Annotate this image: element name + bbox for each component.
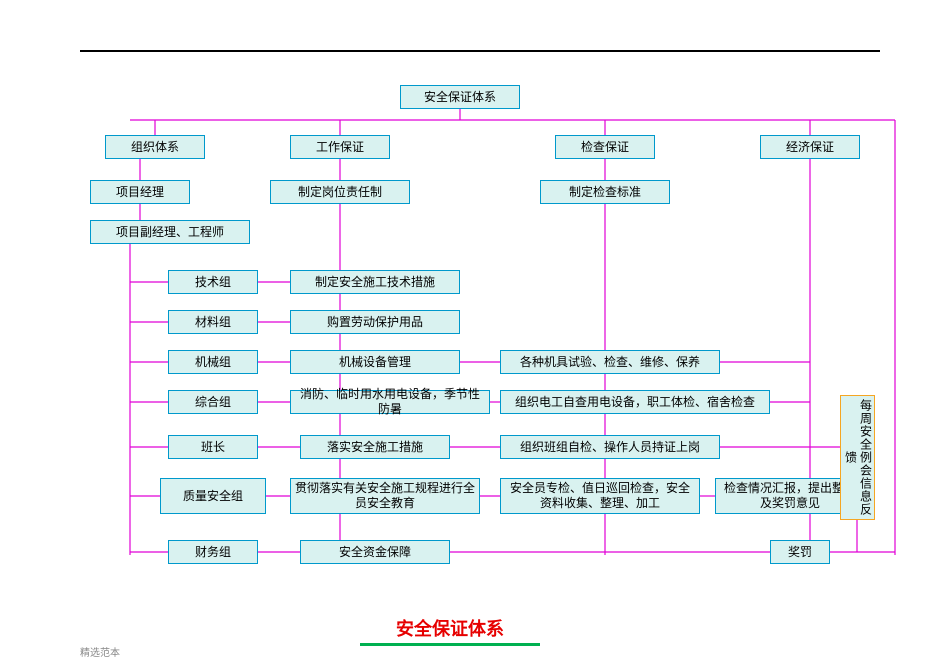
node-g2: 材料组 <box>168 310 258 334</box>
node-c4: 经济保证 <box>760 135 860 159</box>
node-c2: 工作保证 <box>290 135 390 159</box>
node-pm: 项目经理 <box>90 180 190 204</box>
node-c1: 组织体系 <box>105 135 205 159</box>
node-g5r2: 组织班组自检、操作人员持证上岗 <box>500 435 720 459</box>
node-g7: 财务组 <box>168 540 258 564</box>
node-root: 安全保证体系 <box>400 85 520 109</box>
node-g1: 技术组 <box>168 270 258 294</box>
node-g7r3: 奖罚 <box>770 540 830 564</box>
node-g4: 综合组 <box>168 390 258 414</box>
node-g4r2: 组织电工自查用电设备，职工体检、宿舍检查 <box>500 390 770 414</box>
diagram-title-text: 安全保证体系 <box>396 619 504 639</box>
diagram-title: 安全保证体系 <box>360 615 540 646</box>
node-dpm: 项目副经理、工程师 <box>90 220 250 244</box>
node-g1r: 制定安全施工技术措施 <box>290 270 460 294</box>
node-g6r: 贯彻落实有关安全施工规程进行全员安全教育 <box>290 478 480 514</box>
node-std: 制定检查标准 <box>540 180 670 204</box>
feedback-box: 每周安全例会信息反馈 <box>840 395 875 520</box>
node-g4r: 消防、临时用水用电设备，季节性防暑 <box>290 390 490 414</box>
diagram-stage: 安全保证体系组织体系工作保证检查保证经济保证项目经理制定岗位责任制制定检查标准项… <box>0 0 945 669</box>
node-g5r: 落实安全施工措施 <box>300 435 450 459</box>
top-divider <box>80 50 880 52</box>
node-c3: 检查保证 <box>555 135 655 159</box>
footer-text: 精选范本 <box>80 644 120 659</box>
node-g3: 机械组 <box>168 350 258 374</box>
node-resp: 制定岗位责任制 <box>270 180 410 204</box>
node-g3r: 机械设备管理 <box>290 350 460 374</box>
node-g6r2: 安全员专检、值日巡回检查，安全资料收集、整理、加工 <box>500 478 700 514</box>
node-g2r: 购置劳动保护用品 <box>290 310 460 334</box>
node-g7r: 安全资金保障 <box>300 540 450 564</box>
node-g6: 质量安全组 <box>160 478 266 514</box>
node-g5: 班长 <box>168 435 258 459</box>
node-g3r2: 各种机具试验、检查、维修、保养 <box>500 350 720 374</box>
